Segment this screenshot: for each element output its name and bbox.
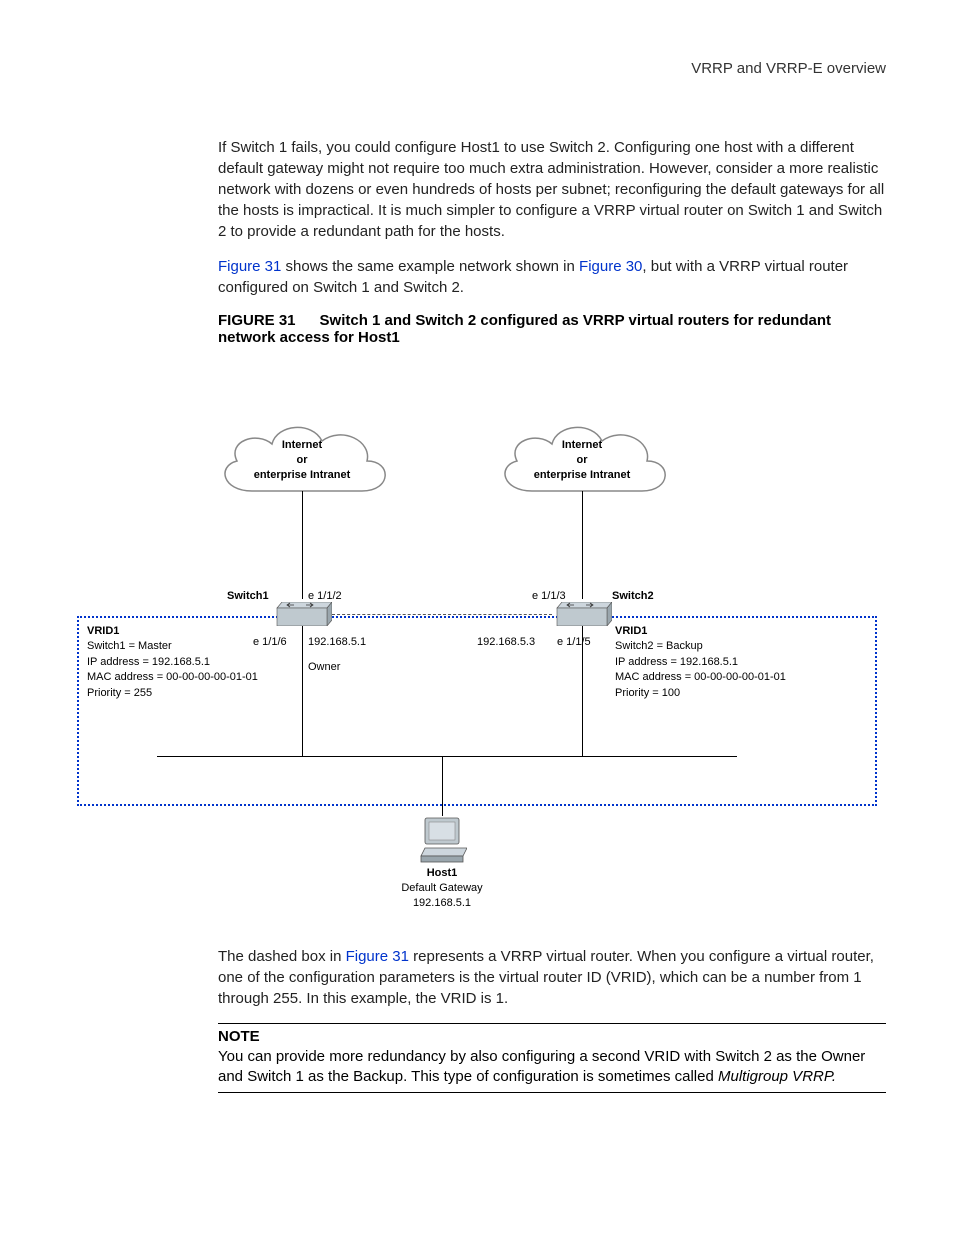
cloud-left-l1: Internet <box>282 439 322 451</box>
port-e113: e 1/1/3 <box>532 590 566 602</box>
right-info-l2: IP address = 192.168.5.1 <box>615 655 786 670</box>
host-l2: 192.168.5.1 <box>413 897 471 909</box>
switch1-label: Switch1 <box>227 590 269 602</box>
host1-icon <box>417 816 467 864</box>
host1-label: Host1 Default Gateway 192.168.5.1 <box>372 866 512 911</box>
figure-30-link[interactable]: Figure 30 <box>579 258 642 275</box>
note-rule-top <box>218 1023 886 1024</box>
figure-caption: Switch 1 and Switch 2 configured as VRRP… <box>218 312 831 346</box>
paragraph-2: Figure 31 shows the same example network… <box>48 256 906 298</box>
cloud-right-label: Internet or enterprise Intranet <box>482 438 682 483</box>
switch-interconnect-line <box>332 614 552 615</box>
para3-pre: The dashed box in <box>218 948 346 965</box>
figure-title: FIGURE 31Switch 1 and Switch 2 configure… <box>48 312 906 346</box>
note-text: You can provide more redundancy by also … <box>48 1047 906 1088</box>
note-rule-bottom <box>218 1092 886 1093</box>
switch2-label: Switch2 <box>612 590 654 602</box>
left-info-title: VRID1 <box>87 624 258 639</box>
cloud-right-l3: enterprise Intranet <box>534 469 631 481</box>
note-label: NOTE <box>48 1028 906 1045</box>
document-page: VRRP and VRRP-E overview If Switch 1 fai… <box>0 0 954 1157</box>
left-info-l1: Switch1 = Master <box>87 639 258 654</box>
port-e112: e 1/1/2 <box>308 590 342 602</box>
right-info-l4: Priority = 100 <box>615 686 786 701</box>
host-l1: Default Gateway <box>401 882 482 894</box>
switch1-icon <box>272 602 332 626</box>
line-sw1-bus <box>302 626 303 756</box>
line-cloud-sw-left <box>302 491 303 599</box>
switch2-icon <box>552 602 612 626</box>
line-cloud-sw-right <box>582 491 583 599</box>
line-sw2-bus <box>582 626 583 756</box>
paragraph-1: If Switch 1 fails, you could configure H… <box>48 137 906 242</box>
port-e115: e 1/1/5 <box>557 636 591 648</box>
ip-left: 192.168.5.1 <box>308 636 366 648</box>
left-info-l2: IP address = 192.168.5.1 <box>87 655 258 670</box>
vrid1-backup-info: VRID1 Switch2 = Backup IP address = 192.… <box>615 624 786 701</box>
figure-label: FIGURE 31 <box>218 312 296 329</box>
page-header: VRRP and VRRP-E overview <box>48 60 906 77</box>
cloud-right-l2: or <box>577 454 588 466</box>
port-e116: e 1/1/6 <box>253 636 287 648</box>
figure-31-link-2[interactable]: Figure 31 <box>346 948 409 965</box>
cloud-left-label: Internet or enterprise Intranet <box>202 438 402 483</box>
figure-31-link[interactable]: Figure 31 <box>218 258 281 275</box>
owner-label: Owner <box>308 661 340 673</box>
paragraph-3: The dashed box in Figure 31 represents a… <box>48 946 906 1009</box>
left-info-l4: Priority = 255 <box>87 686 258 701</box>
cloud-right-l1: Internet <box>562 439 602 451</box>
para2-mid: shows the same example network shown in <box>281 258 579 275</box>
note-text-italic: Multigroup VRRP. <box>718 1068 836 1085</box>
cloud-left-l2: or <box>297 454 308 466</box>
vrid1-master-info: VRID1 Switch1 = Master IP address = 192.… <box>87 624 258 701</box>
network-diagram: Internet or enterprise Intranet Internet… <box>67 386 887 926</box>
lan-bus-line <box>157 756 737 757</box>
line-bus-host <box>442 756 443 816</box>
ip-right: 192.168.5.3 <box>477 636 535 648</box>
right-info-title: VRID1 <box>615 624 786 639</box>
cloud-left-l3: enterprise Intranet <box>254 469 351 481</box>
left-info-l3: MAC address = 00-00-00-00-01-01 <box>87 670 258 685</box>
host-name: Host1 <box>427 867 458 879</box>
right-info-l3: MAC address = 00-00-00-00-01-01 <box>615 670 786 685</box>
right-info-l1: Switch2 = Backup <box>615 639 786 654</box>
